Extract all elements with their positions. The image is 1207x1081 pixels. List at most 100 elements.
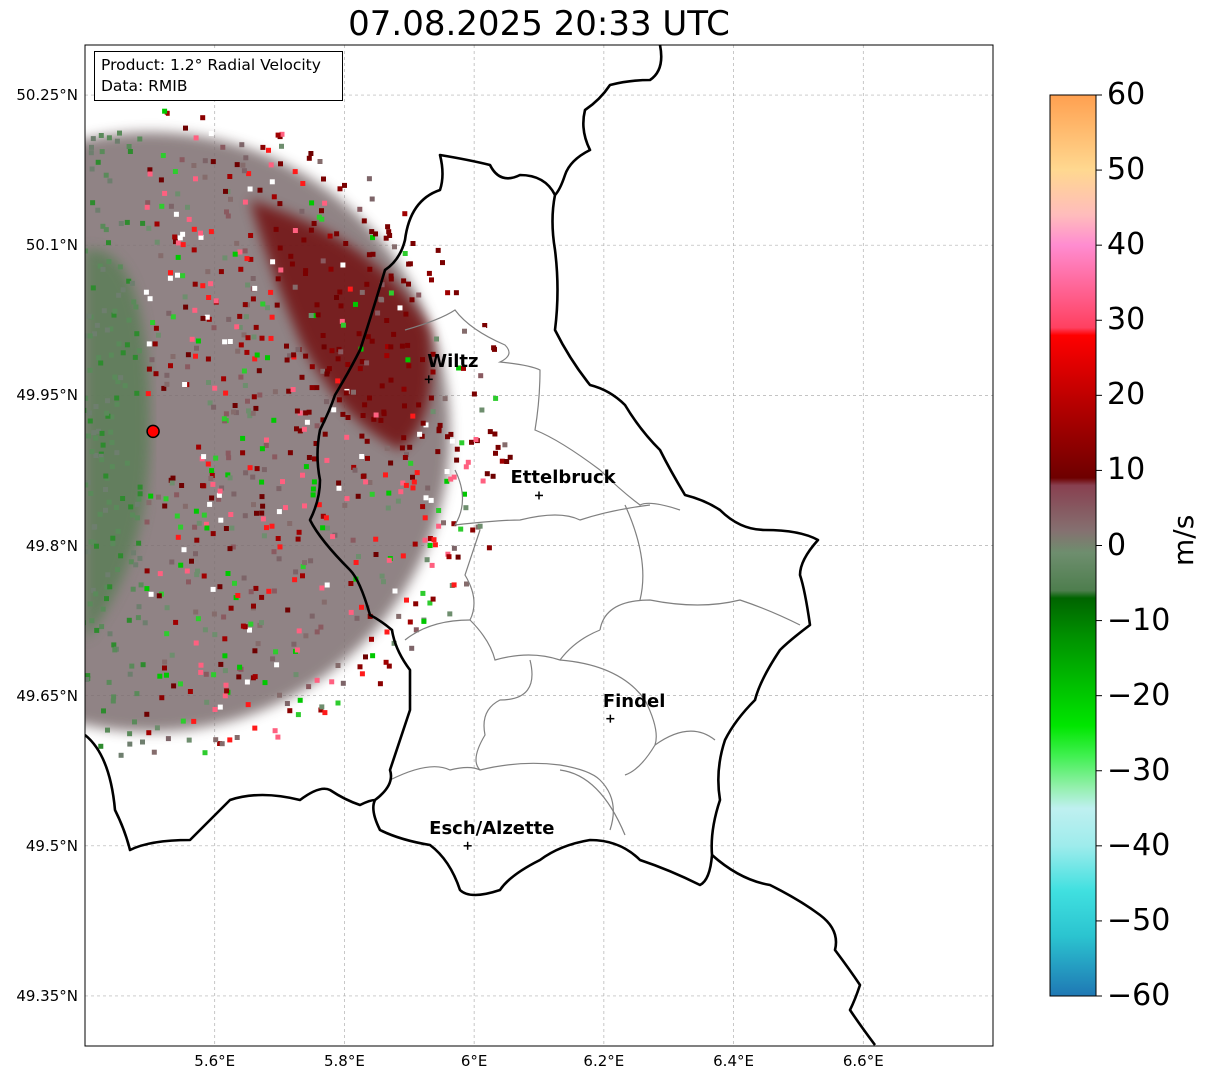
echo-pixel [234,240,240,246]
echo-pixel [386,557,392,563]
echo-pixel [85,407,87,413]
echo-pixel [499,458,505,464]
echo-pixel [410,485,416,491]
echo-pixel [312,456,317,462]
echo-pixel [478,373,484,379]
echo-pixel [132,719,137,725]
echo-pixel [451,521,457,527]
echo-pixel [145,391,151,397]
echo-pixel [5,487,10,492]
echo-pixel [120,287,126,293]
echo-pixel [412,541,418,547]
echo-pixel [406,261,412,267]
echo-pixel [345,362,351,367]
echo-pixel [110,698,116,704]
echo-pixel [41,477,46,482]
echo-pixel [451,545,457,551]
echo-pixel [316,214,322,220]
echo-pixel [164,605,170,611]
echo-pixel [463,464,469,470]
echo-pixel [319,704,325,710]
echo-pixel [336,397,342,403]
echo-pixel [151,749,157,755]
echo-pixel [118,375,124,381]
national-borders [85,45,877,1046]
echo-pixel [0,162,1,167]
city-label: Findel [602,690,666,712]
echo-pixel [373,536,379,542]
echo-pixel [320,417,326,423]
echo-pixel [66,147,71,152]
echo-pixel [107,631,113,637]
echo-pixel [93,453,99,458]
echo-pixel [257,392,263,398]
echo-pixel [399,445,405,451]
echo-pixel [355,493,361,499]
echo-pixel [325,525,330,531]
echo-pixel [189,558,194,564]
echo-pixel [206,295,212,300]
echo-pixel [148,493,154,499]
echo-pixel [108,429,114,435]
echo-pixel [182,294,188,300]
echo-pixel [91,430,97,436]
echo-pixel [168,203,174,209]
colorbar-ticks [1096,94,1102,997]
echo-pixel [369,229,375,235]
echo-pixel [108,352,114,358]
echo-pixel [133,562,139,568]
echo-pixel [316,502,322,508]
luxembourg-border [308,153,820,897]
gridlines [85,45,993,1046]
echo-pixel [200,315,206,321]
echo-pixel [79,250,84,255]
echo-pixel [44,499,49,504]
colorbar-unit-label: m/s [1167,514,1200,566]
echo-pixel [17,644,22,649]
echo-pixel [0,236,3,241]
echo-pixel [427,536,433,541]
echo-pixel [27,278,32,283]
echo-pixel [287,708,293,714]
echo-pixel [211,611,217,617]
echo-pixel [370,235,375,241]
echo-pixel [292,284,298,290]
echo-pixel [503,481,509,487]
echo-pixel [178,562,184,568]
echo-pixel [227,475,233,481]
echo-pixel [301,237,307,243]
echo-pixel [205,461,211,467]
echo-pixel [182,503,188,509]
echo-pixel [57,483,62,488]
echo-pixel [388,377,394,383]
echo-pixel [381,579,386,585]
echo-pixel [186,737,192,743]
echo-pixel [115,528,121,534]
district-line [654,730,716,746]
echo-pixel [344,496,350,502]
echo-pixel [284,343,289,349]
echo-pixel [269,523,275,529]
echo-pixel [136,540,142,546]
echo-pixel [116,292,122,298]
echo-pixel [201,512,207,518]
echo-pixel [104,327,110,333]
echo-pixel [479,407,485,413]
echo-pixel [78,471,83,476]
echo-pixel [79,281,84,286]
echo-pixel [253,324,259,330]
echo-pixel [436,508,442,513]
echo-pixel [487,429,493,435]
echo-pixel [255,641,261,647]
echo-pixel [304,419,310,425]
echo-pixel [297,410,303,416]
echo-pixel [129,280,135,286]
echo-pixel [260,503,266,509]
echo-pixel [464,581,469,587]
echo-pixel [41,406,46,411]
echo-pixel [208,281,214,287]
echo-pixel [277,245,283,251]
echo-pixel [311,221,317,226]
echo-pixel [321,344,327,350]
